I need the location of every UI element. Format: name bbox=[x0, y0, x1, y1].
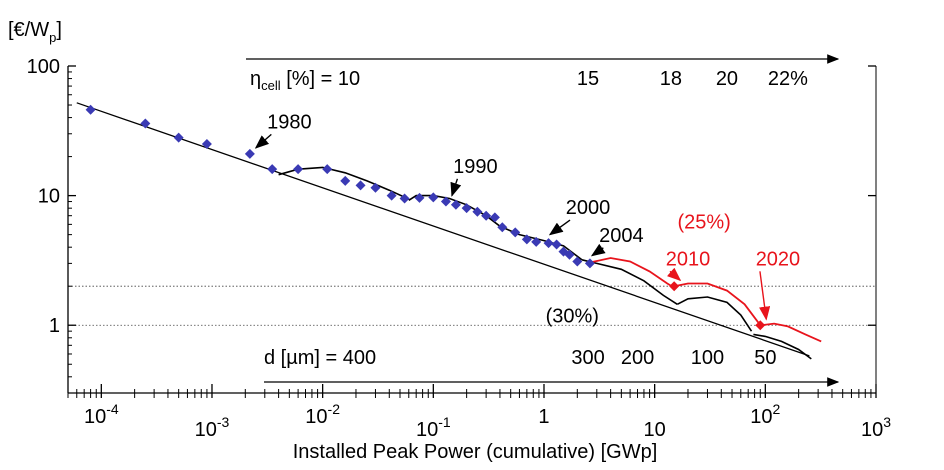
x-tick-label: 102 bbox=[750, 401, 780, 428]
data-point bbox=[564, 249, 575, 260]
annotation-label: 1990 bbox=[453, 156, 498, 178]
y-axis-label-sub: p bbox=[49, 30, 56, 45]
annotation-label: 2004 bbox=[599, 225, 644, 247]
data-point bbox=[85, 104, 96, 115]
projection-curve bbox=[589, 257, 675, 289]
annotations: 1980 1990 2000 2004 (25%) 2010 2020 (30%) bbox=[254, 111, 801, 327]
data-point bbox=[450, 199, 461, 210]
experience-curve bbox=[753, 333, 812, 360]
plot-frame bbox=[67, 66, 877, 394]
y-tick-label: 100 bbox=[27, 56, 60, 78]
data-point bbox=[386, 190, 397, 201]
annotation-label: 1980 bbox=[267, 111, 312, 133]
annotation-label: (30%) bbox=[546, 305, 599, 327]
efficiency-prefix: ηcell [%] = 10 bbox=[250, 68, 360, 93]
data-point bbox=[267, 164, 278, 175]
data-point bbox=[531, 236, 542, 247]
projection-point bbox=[755, 320, 766, 331]
data-point bbox=[399, 193, 410, 204]
annotation-label: (25%) bbox=[677, 211, 730, 233]
data-point bbox=[293, 164, 304, 175]
annotation-label: 2000 bbox=[566, 197, 611, 219]
trend-line bbox=[76, 102, 810, 357]
thickness-prefix: d [µm] = 400 bbox=[264, 347, 376, 369]
data-point bbox=[489, 212, 500, 223]
x-tick-label: 10 bbox=[644, 419, 666, 441]
x-tick-label: 10-4 bbox=[84, 401, 119, 428]
axis-ticks: 100 10 1 10-4 10-3 10-2 10-1 1 10 102 103 bbox=[27, 56, 892, 441]
thickness-label: 100 bbox=[691, 347, 724, 369]
data-point bbox=[521, 234, 532, 245]
data-point bbox=[543, 238, 554, 249]
y-axis-label-main: [€/W bbox=[8, 19, 49, 41]
thickness-label: 50 bbox=[754, 347, 776, 369]
thickness-label: 200 bbox=[621, 347, 654, 369]
data-point bbox=[340, 175, 351, 186]
data-point bbox=[140, 118, 151, 129]
data-point bbox=[472, 206, 483, 217]
annotation-arrow bbox=[666, 267, 682, 282]
data-point bbox=[584, 258, 595, 269]
x-axis-label: Installed Peak Power (cumulative) [GWp] bbox=[293, 441, 658, 463]
data-point bbox=[510, 227, 521, 238]
annotation-arrow bbox=[450, 178, 462, 197]
y-tick-label: 1 bbox=[49, 315, 60, 337]
data-point bbox=[497, 222, 508, 233]
data-point bbox=[461, 203, 472, 214]
efficiency-label: 20 bbox=[716, 68, 738, 90]
thickness-label: 300 bbox=[571, 347, 604, 369]
x-tick-label: 103 bbox=[861, 414, 891, 441]
data-point bbox=[322, 164, 333, 175]
annotation-arrow bbox=[548, 219, 571, 236]
y-axis-label-close: ] bbox=[56, 19, 62, 41]
data-point bbox=[428, 192, 439, 203]
data-point bbox=[173, 132, 184, 143]
data-point bbox=[355, 180, 366, 191]
scales: ηcell [%] = 10 15 18 20 22% d [µm] = 400 300 20… bbox=[246, 54, 840, 387]
experience-curve bbox=[676, 296, 753, 332]
data-point bbox=[572, 256, 583, 267]
annotation-arrow bbox=[254, 133, 272, 149]
annotation-label: 2010 bbox=[666, 248, 711, 270]
y-axis-label: [€/Wp] bbox=[8, 19, 62, 45]
efficiency-label: 22% bbox=[768, 68, 808, 90]
experience-curve bbox=[408, 194, 583, 261]
reference-lines bbox=[68, 285, 876, 326]
annotation-label: 2020 bbox=[756, 248, 801, 270]
data-points bbox=[85, 104, 766, 331]
efficiency-label: 18 bbox=[660, 68, 682, 90]
data-point bbox=[481, 210, 492, 221]
data-point bbox=[201, 139, 212, 150]
data-point bbox=[370, 182, 381, 193]
x-tick-label: 10-3 bbox=[195, 414, 230, 441]
data-point bbox=[244, 148, 255, 159]
projection-point bbox=[669, 281, 680, 292]
x-tick-label: 1 bbox=[538, 406, 549, 428]
annotation-arrow bbox=[759, 271, 771, 321]
data-point bbox=[551, 239, 562, 250]
data-point bbox=[414, 192, 425, 203]
data-point bbox=[440, 196, 451, 207]
projection-curve bbox=[673, 282, 762, 326]
annotation-arrow bbox=[590, 243, 606, 257]
efficiency-label: 15 bbox=[577, 68, 599, 90]
x-tick-label: 10-2 bbox=[305, 401, 340, 428]
x-tick-label: 10-1 bbox=[416, 414, 451, 441]
y-tick-label: 10 bbox=[38, 186, 60, 208]
projection-curve bbox=[761, 322, 822, 343]
